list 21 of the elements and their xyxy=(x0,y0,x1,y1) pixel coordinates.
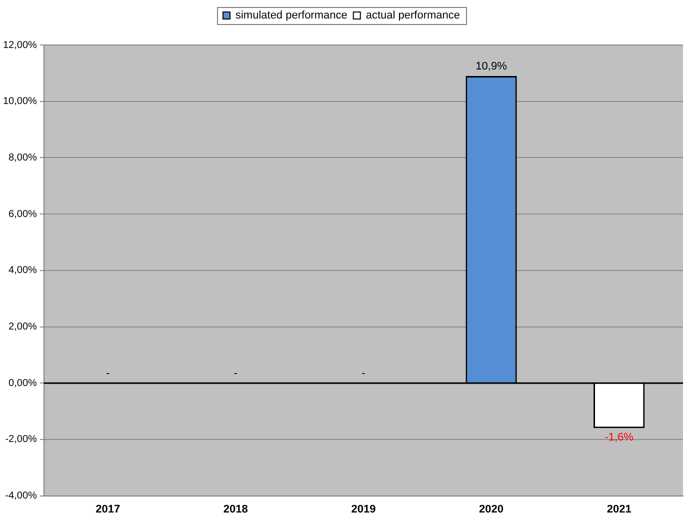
text: - xyxy=(234,368,238,380)
x-tick-label: 2021 xyxy=(606,503,632,516)
x-tick-label: 2020 xyxy=(479,503,504,516)
x-tick-label: 2018 xyxy=(223,503,248,516)
data-label: 10,9% xyxy=(476,60,508,73)
x-tick-label: 2019 xyxy=(351,503,376,516)
y-tick-label: 10,00% xyxy=(2,96,38,108)
x-tick-label: 2017 xyxy=(96,503,120,516)
legend-label: actual performance xyxy=(366,10,460,22)
y-tick-label: -4,00% xyxy=(5,490,38,502)
y-tick-label: 6,00% xyxy=(8,208,38,220)
text: - xyxy=(106,368,110,380)
legend-label: simulated performance xyxy=(235,10,348,22)
y-tick-label: 2,00% xyxy=(8,322,38,332)
text: - xyxy=(362,368,366,380)
y-tick-label: 12,00% xyxy=(2,40,38,51)
y-tick-label: -2,00% xyxy=(5,434,38,446)
y-tick-label: 8,00% xyxy=(8,152,38,164)
data-label: -1,6% xyxy=(604,432,634,444)
y-tick-label: 4,00% xyxy=(8,265,38,276)
y-tick-label: 0,00% xyxy=(8,378,38,389)
